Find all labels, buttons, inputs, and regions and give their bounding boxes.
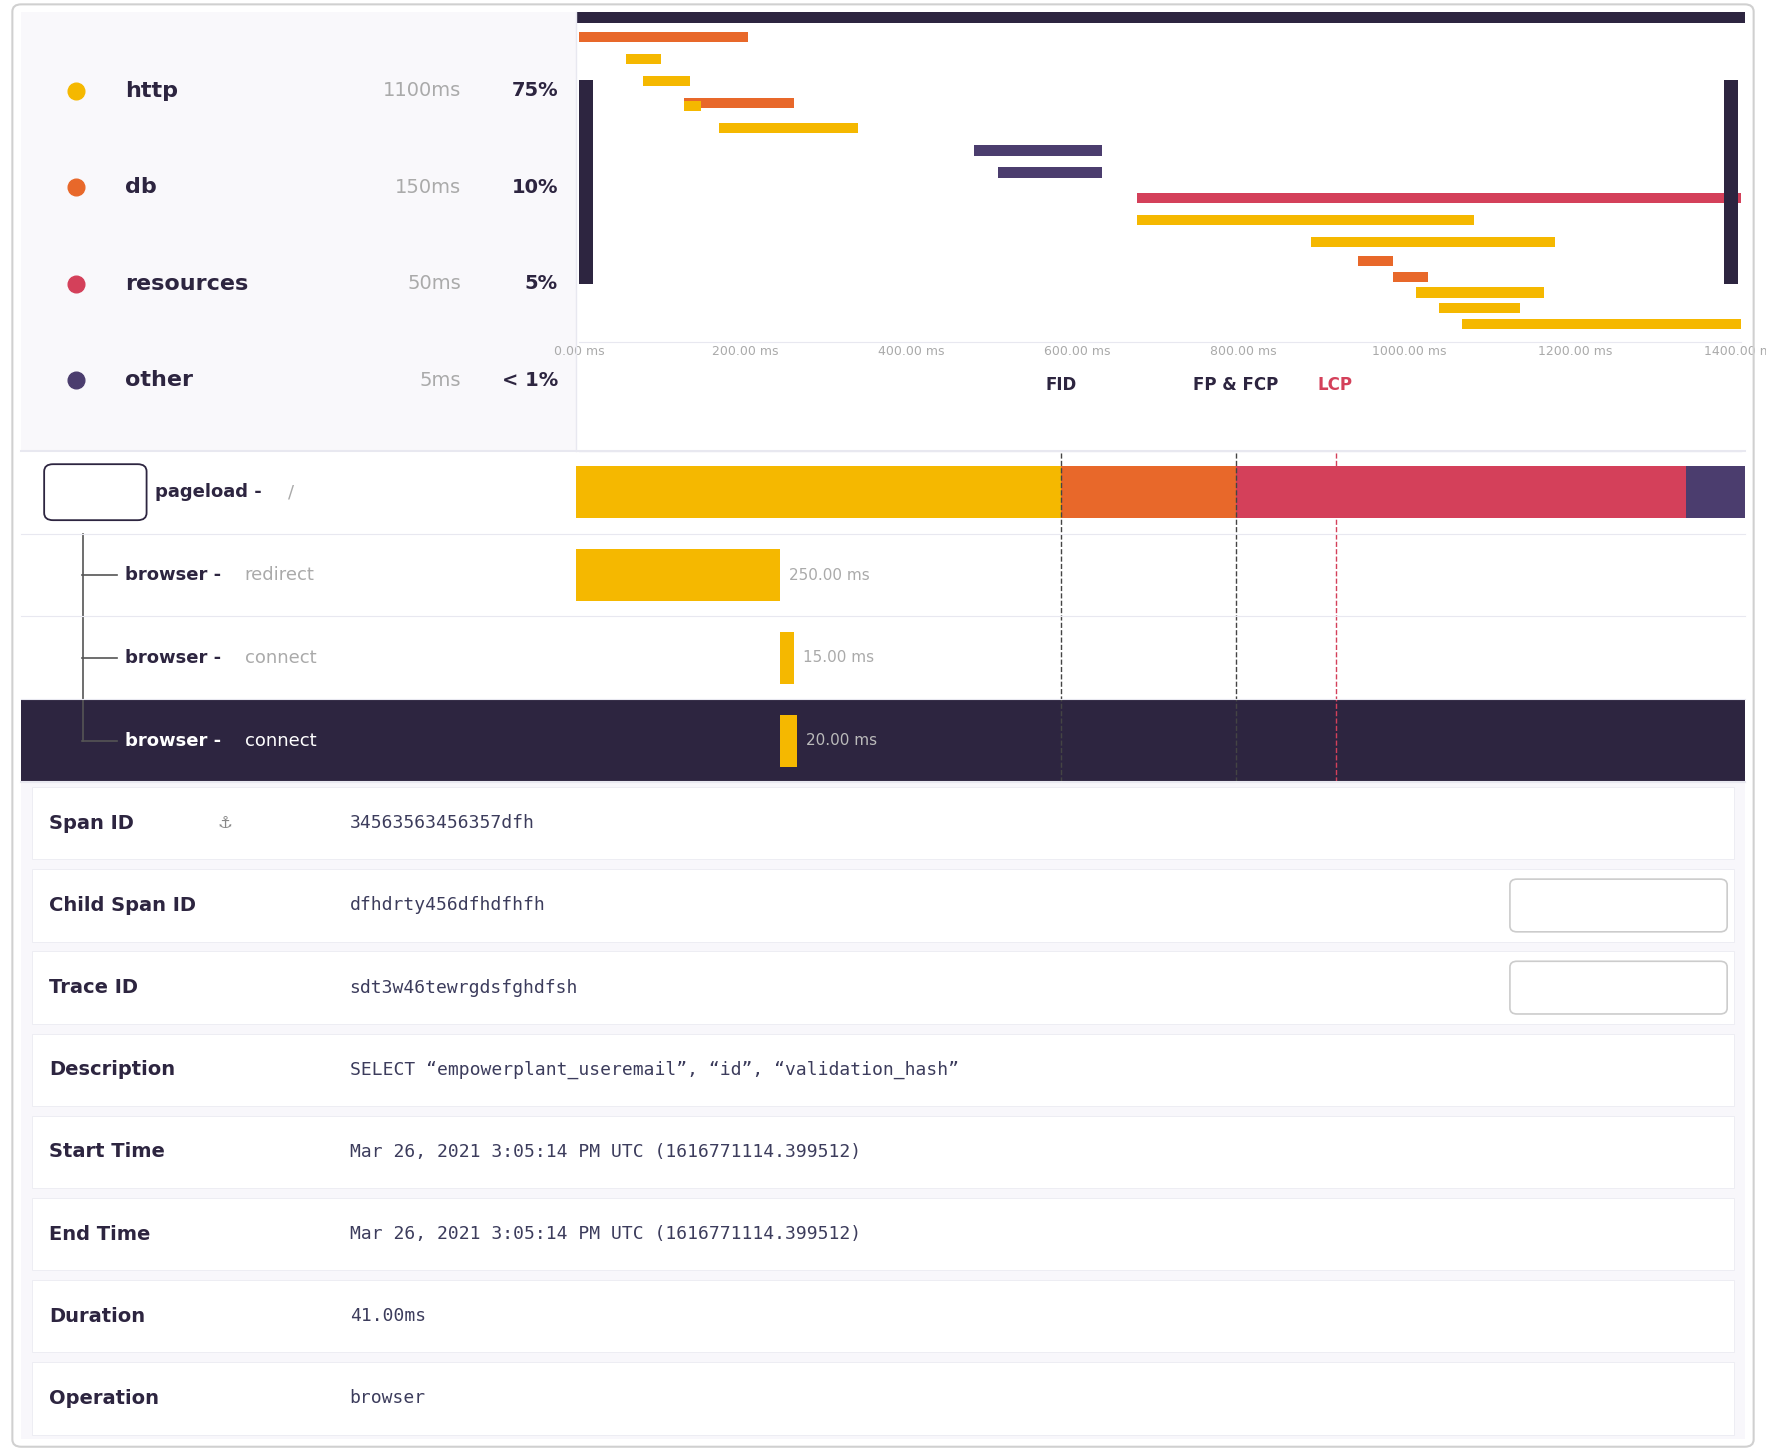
Bar bbox=[1439, 302, 1521, 313]
Text: 5ms: 5ms bbox=[420, 371, 461, 390]
FancyBboxPatch shape bbox=[1510, 961, 1727, 1013]
Text: 18 ∨: 18 ∨ bbox=[81, 486, 109, 499]
Bar bbox=[32, 787, 1734, 859]
Text: 1400.00 ms: 1400.00 ms bbox=[1704, 345, 1766, 358]
Text: 34563563456357dfh: 34563563456357dfh bbox=[350, 814, 535, 832]
Bar bbox=[1335, 467, 1687, 518]
Text: db: db bbox=[125, 177, 157, 198]
Text: 41.00ms: 41.00ms bbox=[350, 1307, 426, 1325]
Bar bbox=[1724, 80, 1738, 284]
Bar bbox=[683, 102, 701, 112]
Text: End Time: End Time bbox=[49, 1224, 150, 1243]
Bar bbox=[781, 715, 796, 766]
Text: 200.00 ms: 200.00 ms bbox=[712, 345, 779, 358]
Text: Description: Description bbox=[49, 1060, 175, 1079]
Bar bbox=[32, 1034, 1734, 1106]
Text: other: other bbox=[125, 371, 194, 391]
Text: Operation: Operation bbox=[49, 1389, 159, 1407]
Text: LCP: LCP bbox=[1317, 377, 1353, 394]
Text: browser: browser bbox=[350, 1390, 426, 1407]
Bar bbox=[21, 12, 576, 451]
Bar bbox=[32, 1362, 1734, 1435]
Text: browser -: browser - bbox=[124, 731, 226, 750]
Text: 5%: 5% bbox=[525, 275, 558, 294]
Bar bbox=[781, 632, 795, 683]
Bar bbox=[1393, 272, 1427, 282]
Text: sdt3w46tewrgdsfghdfsh: sdt3w46tewrgdsfghdfsh bbox=[350, 979, 577, 996]
Text: Duration: Duration bbox=[49, 1307, 145, 1326]
Text: Span ID: Span ID bbox=[49, 814, 134, 833]
Text: 250.00 ms: 250.00 ms bbox=[789, 567, 871, 583]
Bar bbox=[625, 54, 660, 64]
Text: connect: connect bbox=[244, 731, 316, 750]
Text: FP & FCP: FP & FCP bbox=[1194, 377, 1279, 394]
Bar bbox=[1236, 467, 1335, 518]
Bar bbox=[579, 80, 593, 284]
Text: Mar 26, 2021 3:05:14 PM UTC (1616771114.399512): Mar 26, 2021 3:05:14 PM UTC (1616771114.… bbox=[350, 1226, 860, 1243]
Text: Child Span ID: Child Span ID bbox=[49, 896, 196, 915]
Text: 1100ms: 1100ms bbox=[383, 81, 461, 100]
Bar bbox=[576, 12, 1745, 451]
Text: 75%: 75% bbox=[512, 81, 558, 100]
Bar bbox=[1061, 467, 1236, 518]
Bar bbox=[21, 451, 1745, 534]
Text: http: http bbox=[125, 80, 178, 100]
Text: 150ms: 150ms bbox=[396, 177, 461, 196]
Text: Mar 26, 2021 3:05:14 PM UTC (1616771114.399512): Mar 26, 2021 3:05:14 PM UTC (1616771114.… bbox=[350, 1143, 860, 1160]
Text: 20.00 ms: 20.00 ms bbox=[805, 733, 876, 749]
Bar bbox=[21, 699, 1745, 782]
Bar bbox=[579, 32, 747, 42]
Bar bbox=[998, 167, 1102, 177]
Text: 800.00 ms: 800.00 ms bbox=[1210, 345, 1277, 358]
Text: 1000.00 ms: 1000.00 ms bbox=[1372, 345, 1446, 358]
Text: 0.00 ms: 0.00 ms bbox=[555, 345, 604, 358]
Bar bbox=[1358, 256, 1393, 266]
Text: 1200.00 ms: 1200.00 ms bbox=[1538, 345, 1612, 358]
Bar bbox=[643, 76, 691, 86]
Text: redirect: redirect bbox=[244, 566, 314, 585]
Text: 15.00 ms: 15.00 ms bbox=[804, 650, 874, 666]
Bar bbox=[1137, 193, 1741, 204]
Text: browser -: browser - bbox=[124, 566, 226, 585]
Text: < 1%: < 1% bbox=[502, 371, 558, 390]
Text: View Span: View Span bbox=[1570, 897, 1667, 915]
Text: Search by Trace: Search by Trace bbox=[1543, 979, 1694, 996]
Text: SELECT “empowerplant_useremail”, “id”, “validation_hash”: SELECT “empowerplant_useremail”, “id”, “… bbox=[350, 1060, 959, 1079]
FancyBboxPatch shape bbox=[44, 464, 147, 521]
Text: FID: FID bbox=[1045, 377, 1077, 394]
Text: 50ms: 50ms bbox=[408, 275, 461, 294]
Text: 600.00 ms: 600.00 ms bbox=[1044, 345, 1111, 358]
Bar bbox=[32, 1280, 1734, 1352]
Bar bbox=[32, 951, 1734, 1024]
Text: Start Time: Start Time bbox=[49, 1143, 166, 1162]
Text: /: / bbox=[288, 483, 293, 502]
Text: 400.00 ms: 400.00 ms bbox=[878, 345, 945, 358]
Bar bbox=[1462, 318, 1741, 329]
FancyBboxPatch shape bbox=[1510, 880, 1727, 932]
Text: browser -: browser - bbox=[124, 648, 226, 667]
Bar bbox=[975, 145, 1102, 156]
Bar bbox=[576, 550, 781, 601]
Bar bbox=[32, 1198, 1734, 1271]
Bar bbox=[32, 1115, 1734, 1188]
Bar bbox=[576, 12, 1745, 23]
Bar bbox=[21, 534, 1745, 616]
Bar bbox=[683, 97, 795, 108]
Bar bbox=[21, 616, 1745, 699]
Text: Trace ID: Trace ID bbox=[49, 979, 138, 997]
Text: connect: connect bbox=[244, 648, 316, 667]
Bar bbox=[32, 869, 1734, 942]
Text: ⚓: ⚓ bbox=[217, 814, 231, 832]
Bar bbox=[1312, 237, 1556, 247]
Bar bbox=[1687, 467, 1745, 518]
Bar bbox=[1137, 215, 1475, 225]
Bar bbox=[576, 467, 1061, 518]
Text: 10%: 10% bbox=[512, 177, 558, 196]
Text: resources: resources bbox=[125, 273, 249, 294]
Text: dfhdrty456dfhdfhfh: dfhdrty456dfhdfhfh bbox=[350, 897, 546, 915]
Bar bbox=[1416, 288, 1543, 298]
Text: pageload -: pageload - bbox=[155, 483, 268, 502]
Bar bbox=[21, 782, 1745, 1439]
Bar bbox=[719, 124, 858, 134]
